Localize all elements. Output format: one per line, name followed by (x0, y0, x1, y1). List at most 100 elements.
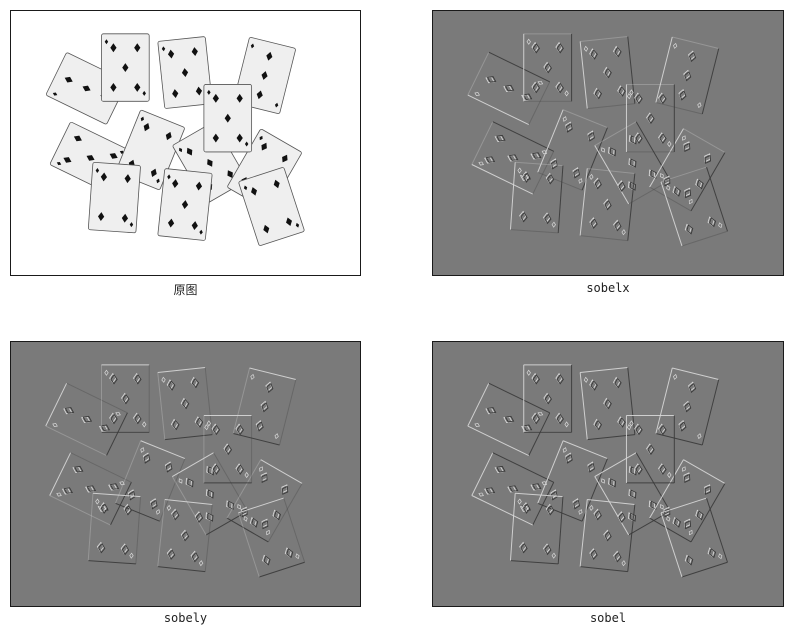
diamond-icon (134, 413, 142, 425)
diamond-icon (532, 82, 540, 94)
diamond-icon (517, 498, 522, 505)
card-edge (226, 459, 262, 519)
diamond-icon (666, 515, 671, 522)
card-edge (537, 109, 564, 173)
diamond-icon (263, 555, 271, 566)
card-edge (114, 440, 142, 504)
playing-card (509, 161, 564, 234)
playing-card (203, 84, 253, 153)
diamond-icon (134, 374, 142, 385)
card-edge (49, 495, 111, 526)
diamond-icon (544, 393, 552, 405)
diamond-icon (63, 157, 72, 163)
diamond-icon (673, 373, 678, 380)
diamond-icon (259, 135, 263, 141)
diamond-icon (63, 487, 73, 494)
sobely-image-caption: sobely (163, 611, 208, 625)
diamond-icon (583, 376, 589, 383)
card-edge (635, 121, 671, 181)
card-edge (164, 498, 213, 505)
card-edge (672, 367, 719, 381)
card-edge (655, 367, 673, 434)
card-edge (279, 379, 297, 446)
diamond-icon (544, 544, 552, 556)
diamond-icon (181, 200, 189, 209)
diamond-icon (241, 508, 248, 518)
diamond-icon (172, 179, 179, 188)
card-edge (204, 367, 213, 435)
card-edge (70, 452, 132, 483)
card-edge (537, 440, 564, 504)
diamond-icon (474, 92, 480, 96)
card-edge (706, 166, 728, 232)
diamond-icon (532, 43, 540, 54)
diamond-icon (635, 424, 643, 436)
sobel-image (433, 342, 783, 606)
diamond-icon (667, 140, 672, 148)
diamond-icon (236, 424, 244, 436)
playing-card (237, 497, 306, 578)
diamond-icon (129, 552, 134, 559)
card-edge (701, 379, 720, 446)
diamond-icon (95, 168, 100, 174)
playing-card (114, 440, 186, 522)
card-edge (249, 367, 297, 381)
card-edge (467, 94, 529, 126)
diamond-icon (172, 89, 179, 98)
diamond-icon (52, 423, 58, 427)
diamond-icon (673, 42, 678, 49)
card-edge (594, 145, 630, 205)
diamond-icon (565, 453, 573, 464)
diamond-icon (250, 373, 255, 380)
playing-card (157, 168, 213, 241)
diamond-icon (474, 423, 480, 427)
diamond-icon (250, 43, 255, 49)
playing-card (87, 161, 141, 234)
diamond-icon (261, 402, 269, 413)
diamond-icon (168, 380, 176, 391)
original-image-panel (10, 10, 361, 276)
card-edge (672, 36, 719, 50)
diamond-icon (237, 504, 242, 510)
playing-card (594, 121, 671, 205)
card-edge (157, 499, 166, 567)
card-edge (467, 382, 490, 427)
diamond-icon (86, 485, 97, 492)
diamond-icon (150, 168, 157, 177)
card-edge (45, 382, 68, 427)
card-edge (171, 476, 207, 536)
card-edge (655, 102, 703, 115)
card-edge (660, 512, 683, 578)
diamond-icon (187, 478, 194, 488)
diamond-icon (564, 90, 569, 97)
diamond-icon (594, 419, 603, 431)
diamond-icon (601, 478, 605, 484)
diamond-icon (485, 487, 496, 494)
card-edge (88, 560, 136, 565)
card-edge (683, 128, 726, 153)
diamond-icon (635, 93, 643, 105)
diamond-icon (517, 167, 522, 174)
card-edge (594, 121, 637, 146)
diamond-icon (709, 548, 717, 559)
diamond-icon (556, 413, 564, 425)
diamond-icon (121, 544, 130, 556)
diamond-icon (650, 500, 657, 510)
card-edge (87, 493, 94, 561)
card-edge (226, 517, 269, 543)
diamond-icon (251, 517, 259, 528)
playing-card (471, 121, 555, 195)
original-image-caption: 原图 (173, 283, 198, 297)
diamond-icon (119, 481, 125, 486)
card-edge (690, 152, 726, 212)
playing-card (45, 382, 128, 457)
card-edge (537, 171, 583, 191)
diamond-icon (544, 62, 552, 74)
diamond-icon (244, 471, 249, 479)
diamond-icon (191, 221, 198, 230)
diamond-icon (195, 512, 204, 523)
card-edge (580, 366, 628, 373)
diamond-icon (573, 499, 580, 510)
edge-background (11, 342, 360, 606)
diamond-icon (681, 466, 686, 472)
